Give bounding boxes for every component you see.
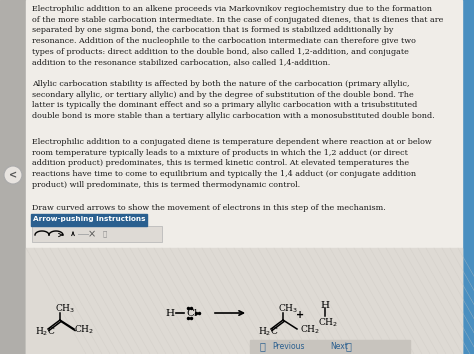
FancyBboxPatch shape — [31, 213, 147, 225]
Text: ⬛: ⬛ — [103, 231, 107, 237]
Bar — [250, 340, 410, 353]
Text: CH$_3$: CH$_3$ — [278, 303, 298, 315]
Text: Electrophilic addition to an alkene proceeds via Markovnikov regiochemistry due : Electrophilic addition to an alkene proc… — [32, 5, 443, 67]
Bar — [462, 0, 474, 354]
Text: H$_2$C: H$_2$C — [35, 326, 55, 338]
Text: H$_2$C: H$_2$C — [258, 326, 279, 338]
Text: Electrophilic addition to a conjugated diene is temperature dependent where reac: Electrophilic addition to a conjugated d… — [32, 138, 432, 189]
Circle shape — [4, 166, 22, 184]
Text: CH$_2$: CH$_2$ — [74, 324, 94, 336]
Text: CH$_2$: CH$_2$ — [318, 317, 338, 329]
Text: Arrow-pushing Instructions: Arrow-pushing Instructions — [33, 217, 145, 223]
Text: CH$_2$: CH$_2$ — [300, 324, 320, 336]
Text: H: H — [320, 301, 329, 309]
FancyBboxPatch shape — [32, 226, 162, 242]
Text: Allylic carbocation stability is affected by both the nature of the carbocation : Allylic carbocation stability is affecte… — [32, 80, 435, 120]
Bar — [0, 0, 26, 354]
Text: 〈: 〈 — [259, 342, 265, 352]
Text: +: + — [296, 310, 304, 320]
Bar — [26, 248, 462, 354]
Text: H: H — [165, 308, 174, 318]
Text: Draw curved arrows to show the movement of electrons in this step of the mechani: Draw curved arrows to show the movement … — [32, 204, 386, 212]
Text: Next: Next — [330, 342, 348, 351]
Text: 〉: 〉 — [345, 342, 351, 352]
Text: <: < — [9, 170, 17, 180]
Text: CH$_3$: CH$_3$ — [55, 303, 75, 315]
Text: ×: × — [88, 229, 96, 239]
Text: Cl: Cl — [186, 308, 198, 318]
Text: Previous: Previous — [272, 342, 304, 351]
